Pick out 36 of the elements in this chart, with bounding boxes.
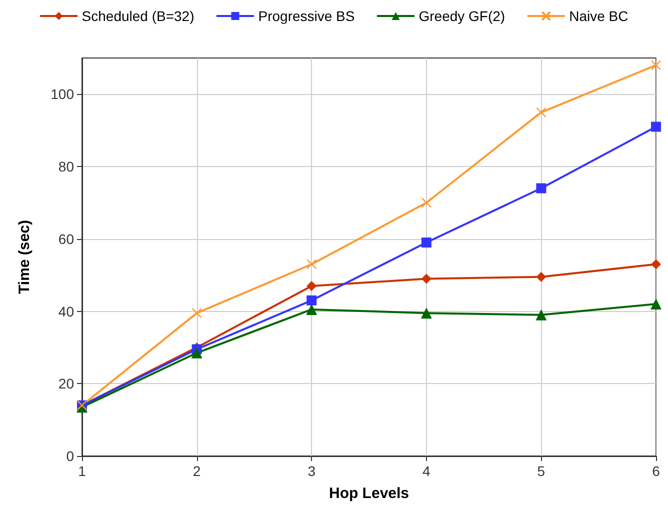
y-tick-label: 80 <box>58 158 74 175</box>
point <box>536 107 546 118</box>
x-tick-label: 4 <box>422 463 430 479</box>
point <box>650 60 662 70</box>
point <box>420 308 432 319</box>
point <box>191 347 202 358</box>
point <box>650 298 662 310</box>
y-tick-label: 100 <box>50 86 74 102</box>
point <box>306 280 317 291</box>
x-tick-label: 5 <box>537 463 546 479</box>
point <box>306 304 318 315</box>
point <box>536 183 546 194</box>
x-tick-label: 3 <box>308 463 316 479</box>
legend-label: Progressive BS <box>258 8 355 24</box>
legend-label: Scheduled (B=32) <box>82 8 194 24</box>
point <box>651 259 661 270</box>
legend-label: Greedy GF(2) <box>418 8 506 24</box>
y-tick-label: 40 <box>58 303 74 320</box>
y-tick-label: 60 <box>58 230 74 247</box>
legend-label: Naive BC <box>569 8 628 24</box>
y-tick-label: 20 <box>58 376 74 392</box>
point <box>536 272 546 282</box>
point <box>306 295 317 306</box>
y-axis-title: Time (sec) <box>16 220 33 294</box>
point <box>536 309 547 320</box>
point <box>192 308 202 318</box>
x-axis-title: Hop Levels <box>328 485 410 502</box>
point <box>651 122 661 132</box>
point <box>421 198 432 208</box>
y-tick-label: 0 <box>66 448 74 464</box>
point <box>421 238 432 248</box>
x-tick-label: 6 <box>652 463 660 479</box>
x-tick-label: 1 <box>78 463 86 479</box>
point <box>421 274 432 284</box>
point <box>306 259 317 270</box>
x-tick-label: 2 <box>192 463 201 479</box>
